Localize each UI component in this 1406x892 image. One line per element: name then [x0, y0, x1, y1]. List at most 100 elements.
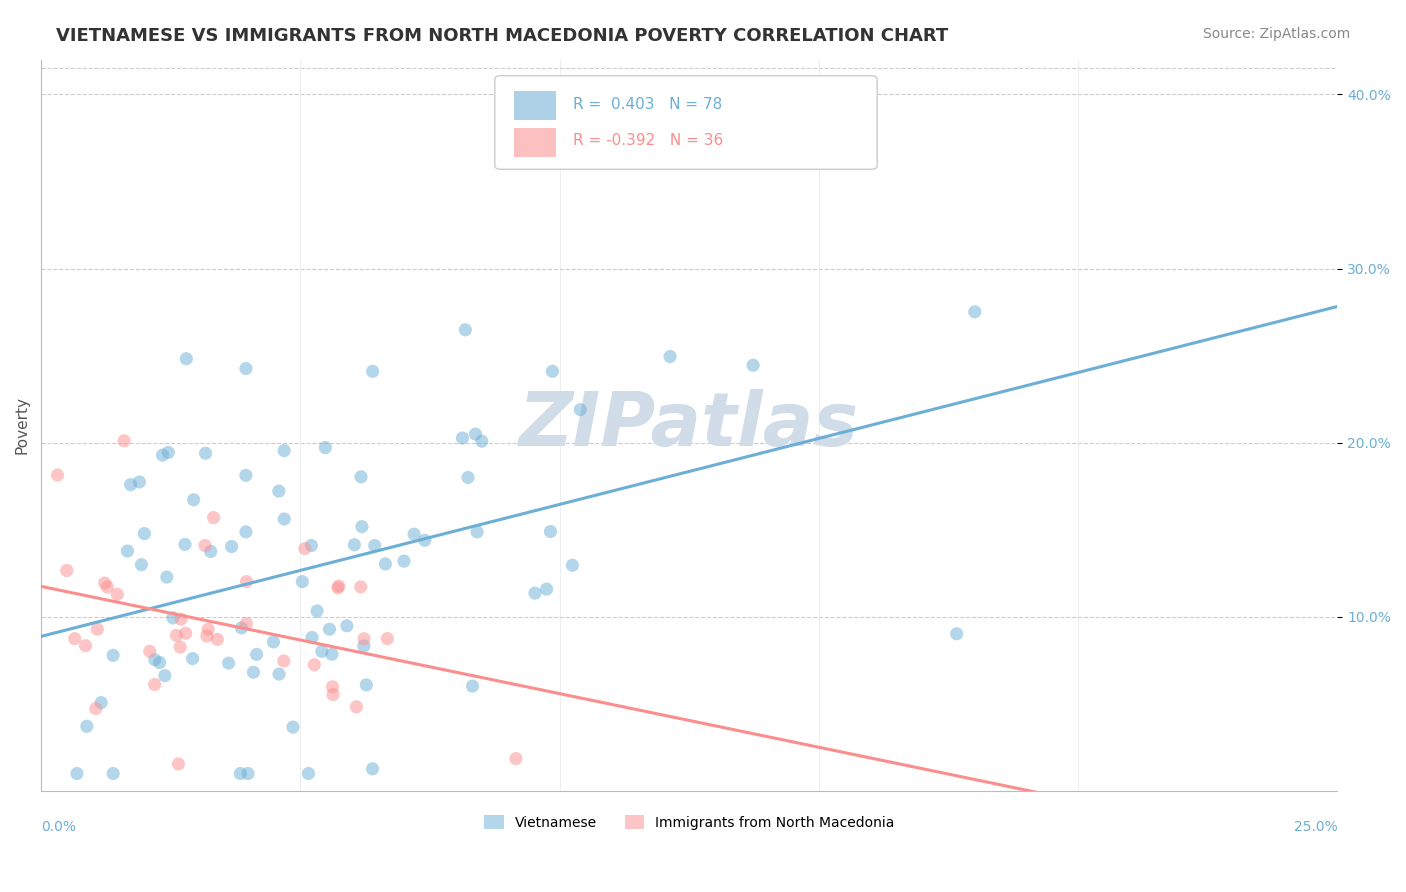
Bar — [515, 91, 555, 120]
Point — [267, 667, 290, 681]
Point — [153, 668, 176, 682]
Point — [343, 538, 366, 552]
Point — [197, 622, 219, 636]
Point — [322, 688, 344, 702]
Point — [128, 475, 150, 489]
Point — [242, 665, 264, 680]
Point — [174, 537, 197, 551]
Point — [236, 766, 259, 780]
Text: Source: ZipAtlas.com: Source: ZipAtlas.com — [1202, 27, 1350, 41]
Point — [461, 679, 484, 693]
Point — [263, 635, 285, 649]
Point — [328, 579, 350, 593]
Point — [235, 361, 257, 376]
Bar — [515, 128, 555, 157]
Point — [117, 544, 139, 558]
Point — [353, 632, 375, 646]
Point — [195, 629, 218, 643]
Point — [322, 680, 344, 694]
Point — [235, 616, 257, 631]
Point — [413, 533, 436, 548]
Point — [134, 526, 156, 541]
Point — [465, 524, 488, 539]
Point — [152, 448, 174, 462]
Point — [311, 644, 333, 658]
Point — [336, 619, 359, 633]
Point — [101, 766, 124, 780]
Point — [273, 512, 295, 526]
Point — [221, 540, 243, 554]
Point — [235, 468, 257, 483]
Point — [541, 364, 564, 378]
Point — [156, 570, 179, 584]
Point — [174, 626, 197, 640]
Point — [207, 632, 229, 647]
Point — [404, 527, 426, 541]
Point — [120, 477, 142, 491]
Point — [75, 639, 97, 653]
Point — [536, 582, 558, 596]
Point — [304, 657, 326, 672]
Point — [301, 631, 323, 645]
FancyBboxPatch shape — [495, 76, 877, 169]
Point — [167, 756, 190, 771]
Point — [165, 628, 187, 642]
Point — [235, 574, 257, 589]
Point — [464, 427, 486, 442]
Point — [55, 564, 77, 578]
Point — [350, 519, 373, 533]
Point — [143, 653, 166, 667]
Point — [457, 470, 479, 484]
Point — [353, 639, 375, 653]
Point — [299, 539, 322, 553]
Point — [170, 612, 193, 626]
Point — [194, 539, 217, 553]
Text: R =  0.403   N = 78: R = 0.403 N = 78 — [572, 96, 721, 112]
Point — [361, 364, 384, 378]
Point — [96, 580, 118, 594]
Text: ZIPatlas: ZIPatlas — [519, 389, 859, 462]
Point — [231, 621, 253, 635]
Point — [273, 443, 295, 458]
Point — [183, 492, 205, 507]
Point — [294, 541, 316, 556]
Point — [194, 446, 217, 460]
Point — [94, 576, 117, 591]
Point — [344, 699, 367, 714]
Point — [66, 766, 89, 780]
Point — [291, 574, 314, 589]
Point — [392, 554, 415, 568]
Text: 0.0%: 0.0% — [41, 820, 76, 834]
Point — [350, 580, 373, 594]
Point — [218, 656, 240, 670]
Point — [84, 701, 107, 715]
Point — [321, 647, 343, 661]
Point — [945, 626, 967, 640]
Text: 25.0%: 25.0% — [1294, 820, 1337, 834]
Point — [451, 431, 474, 445]
Point — [659, 350, 682, 364]
Point — [742, 359, 765, 373]
Point — [105, 587, 128, 601]
Point — [162, 611, 184, 625]
Point — [281, 720, 304, 734]
Point — [149, 656, 172, 670]
Point — [963, 305, 986, 319]
Point — [505, 751, 527, 765]
Point — [377, 632, 399, 646]
Point — [245, 648, 267, 662]
Point — [318, 622, 340, 636]
Point — [235, 524, 257, 539]
Point — [181, 651, 204, 665]
Text: R = -0.392   N = 36: R = -0.392 N = 36 — [572, 133, 723, 148]
Point — [90, 696, 112, 710]
Point — [364, 539, 387, 553]
Point — [139, 644, 162, 658]
Point — [569, 402, 592, 417]
Point — [157, 445, 180, 459]
Point — [454, 323, 477, 337]
Point — [267, 484, 290, 499]
Point — [305, 604, 328, 618]
Point — [131, 558, 153, 572]
Point — [176, 351, 198, 366]
